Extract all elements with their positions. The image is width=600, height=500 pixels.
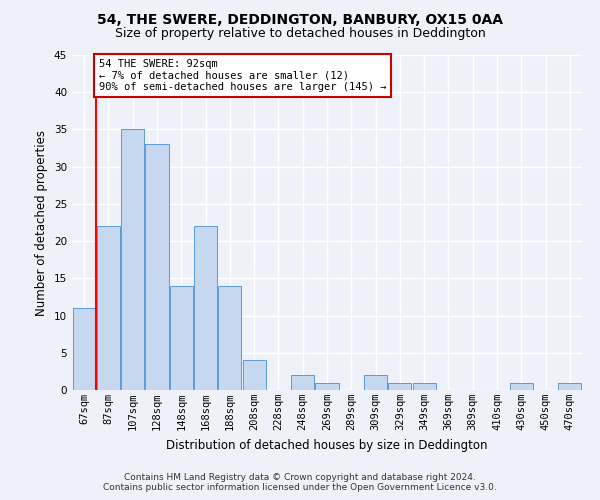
X-axis label: Distribution of detached houses by size in Deddington: Distribution of detached houses by size … xyxy=(166,438,488,452)
Bar xyxy=(388,382,412,390)
Text: Contains HM Land Registry data © Crown copyright and database right 2024.
Contai: Contains HM Land Registry data © Crown c… xyxy=(103,473,497,492)
Y-axis label: Number of detached properties: Number of detached properties xyxy=(35,130,49,316)
Bar xyxy=(121,130,144,390)
Bar xyxy=(364,375,387,390)
Bar xyxy=(291,375,314,390)
Bar xyxy=(145,144,169,390)
Bar xyxy=(559,382,581,390)
Bar xyxy=(510,382,533,390)
Bar xyxy=(170,286,193,390)
Bar xyxy=(218,286,241,390)
Bar xyxy=(316,382,338,390)
Bar xyxy=(73,308,95,390)
Text: 54 THE SWERE: 92sqm
← 7% of detached houses are smaller (12)
90% of semi-detache: 54 THE SWERE: 92sqm ← 7% of detached hou… xyxy=(99,58,386,92)
Bar xyxy=(413,382,436,390)
Bar xyxy=(242,360,266,390)
Text: Size of property relative to detached houses in Deddington: Size of property relative to detached ho… xyxy=(115,28,485,40)
Bar xyxy=(194,226,217,390)
Text: 54, THE SWERE, DEDDINGTON, BANBURY, OX15 0AA: 54, THE SWERE, DEDDINGTON, BANBURY, OX15… xyxy=(97,12,503,26)
Bar xyxy=(97,226,120,390)
